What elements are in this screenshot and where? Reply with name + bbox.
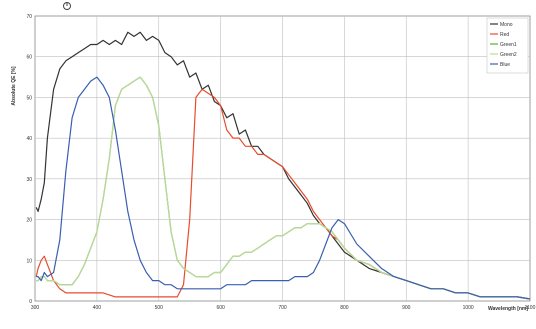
legend: Mono Red Green1 Green2 Blue [486,17,529,74]
x-tick-label: 1100 [525,305,536,311]
legend-label: Red [500,32,509,38]
x-tick-label: 500 [155,305,164,311]
plot-area [34,15,531,302]
legend-label: Mono [500,22,513,28]
top-marker-icon [63,2,71,10]
y-tick-labels: 0 10 20 30 40 50 60 70 [26,14,32,305]
x-tick-label: 1000 [463,305,474,311]
y-tick-label: 60 [26,55,32,61]
x-tick-label: 600 [216,305,225,311]
y-tick-label: 40 [26,136,32,142]
x-tick-label: 900 [402,305,411,311]
y-tick-label: 20 [26,218,32,224]
legend-label: Blue [500,62,510,68]
legend-label: Green1 [500,42,517,48]
x-tick-label: 800 [340,305,349,311]
y-tick-label: 70 [26,14,32,20]
series-line-blue [36,76,531,300]
y-tick-label: 50 [26,95,32,101]
legend-label: Green2 [500,52,517,58]
x-tick-label: 400 [93,305,102,311]
series-group [35,31,531,300]
y-tick-label: 0 [29,299,32,305]
y-tick-label: 30 [26,177,32,183]
y-axis-label: Absolute QE [%] [11,66,17,106]
gridlines [35,16,530,301]
x-tick-label: 300 [31,305,40,311]
x-tick-labels: 300 400 500 600 700 800 900 1000 1100 [31,305,536,311]
y-tick-label: 10 [26,258,32,264]
x-tick-label: 700 [278,305,287,311]
x-axis-label: Wavelength [nm] [488,306,528,312]
